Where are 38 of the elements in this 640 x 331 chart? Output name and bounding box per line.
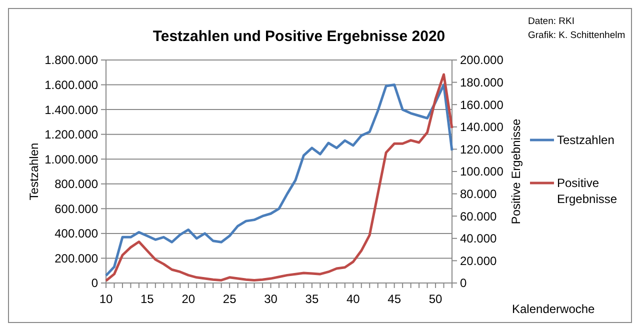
y2-tick-label: 100.000 bbox=[460, 164, 504, 179]
y-tick-label: 1.000.000 bbox=[44, 152, 98, 166]
x-tick-label: 50 bbox=[428, 292, 443, 306]
y-tick-label: 1.200.000 bbox=[44, 128, 98, 142]
y2-axis-title: Positive Ergebnisse bbox=[509, 118, 523, 224]
x-tick-label: 10 bbox=[99, 292, 113, 306]
x-tick-label: 45 bbox=[388, 292, 402, 306]
y2-tick-label: 20.000 bbox=[460, 254, 498, 268]
x-tick-label: 30 bbox=[264, 292, 278, 306]
x-tick-label: 15 bbox=[140, 292, 154, 306]
x-axis-title: Kalenderwoche bbox=[512, 302, 596, 316]
x-tick-label: 25 bbox=[222, 292, 237, 306]
chart-title: Testzahlen und Positive Ergebnisse 2020 bbox=[152, 28, 446, 45]
y-tick-label: 1.800.000 bbox=[44, 53, 98, 68]
y2-tick-label: 40.000 bbox=[460, 232, 498, 246]
y-tick-label: 1.400.000 bbox=[44, 102, 98, 117]
text: Grafik: K. Schittenhelm bbox=[528, 30, 626, 41]
x-tick-label: 20 bbox=[182, 292, 196, 306]
y2-tick-label: 160.000 bbox=[460, 98, 504, 112]
y2-tick-label: 140.000 bbox=[460, 120, 504, 134]
text: Daten: RKI bbox=[528, 16, 574, 27]
y2-tick-label: 80.000 bbox=[460, 187, 498, 201]
y-tick-label: 200.000 bbox=[54, 251, 98, 266]
y-axis-title: Testzahlen bbox=[27, 142, 41, 200]
legend-label: Positive Ergebnisse bbox=[557, 176, 618, 206]
y-tick-label: 1.600.000 bbox=[44, 78, 98, 92]
y2-tick-label: 200.000 bbox=[460, 53, 504, 68]
y2-tick-label: 180.000 bbox=[460, 76, 504, 90]
y-tick-label: 400.000 bbox=[54, 226, 98, 241]
x-tick-label: 35 bbox=[305, 292, 319, 306]
y-tick-label: 600.000 bbox=[54, 202, 98, 216]
y-tick-label: 0 bbox=[91, 276, 98, 290]
y2-tick-label: 0 bbox=[460, 276, 467, 290]
legend-label: Testzahlen bbox=[557, 133, 614, 148]
x-tick-label: 40 bbox=[346, 292, 360, 306]
y2-tick-label: 120.000 bbox=[460, 142, 504, 156]
y-tick-label: 800.000 bbox=[54, 177, 98, 192]
y2-tick-label: 60.000 bbox=[460, 209, 498, 224]
